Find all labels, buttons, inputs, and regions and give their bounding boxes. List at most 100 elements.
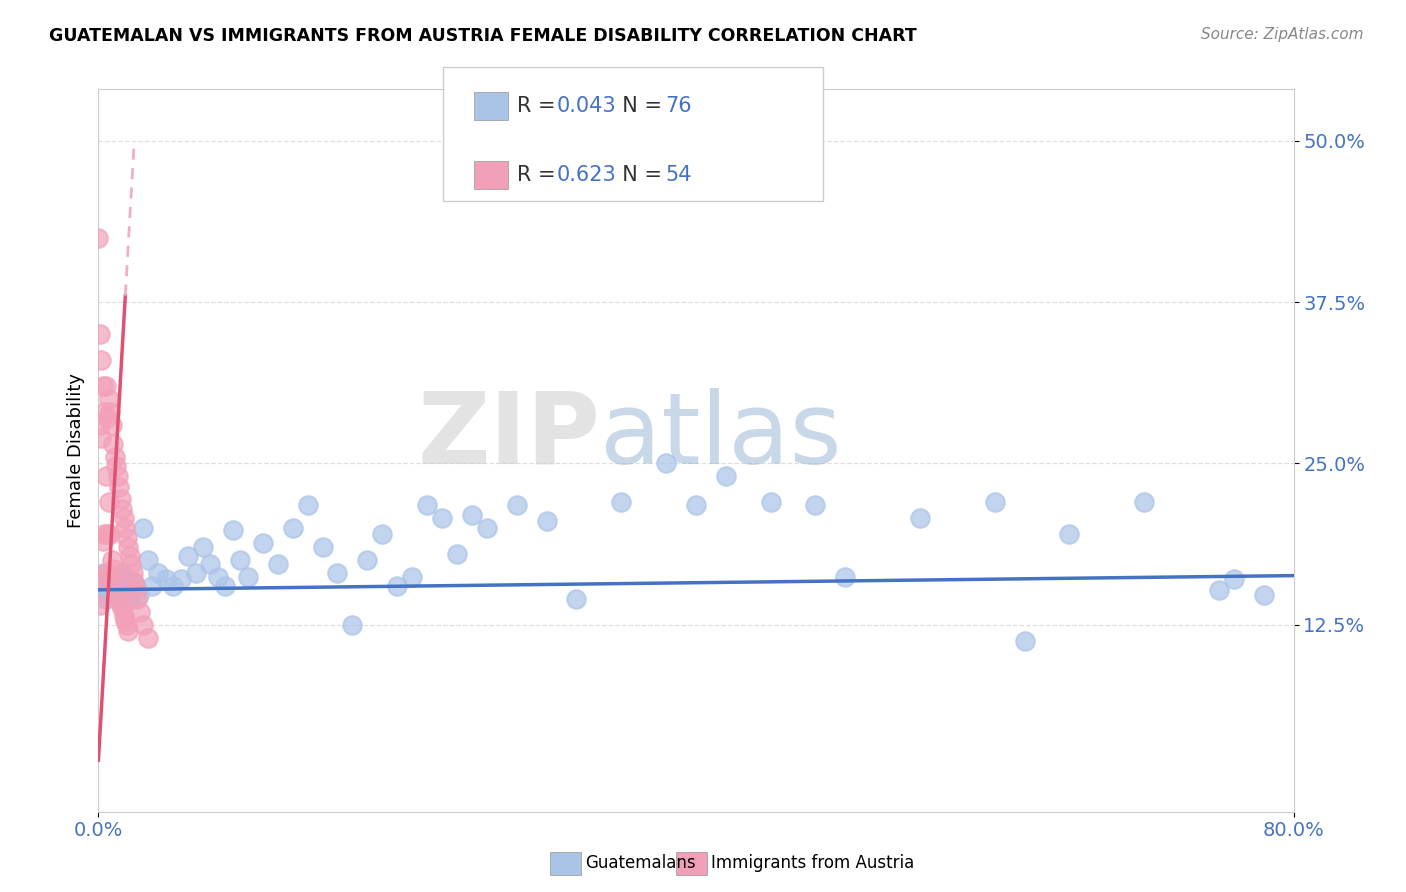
Point [101, 553, 124, 567]
Point [461, 508, 484, 522]
Point [94, 591, 117, 606]
Point [111, 600, 134, 615]
Text: Source: ZipAtlas.com: Source: ZipAtlas.com [1201, 27, 1364, 42]
Point [105, 575, 128, 590]
Point [89, 417, 111, 432]
Point [125, 582, 148, 597]
Text: atlas: atlas [600, 387, 842, 484]
Point [112, 608, 135, 623]
Point [506, 498, 529, 512]
Text: R =: R = [517, 96, 562, 116]
Point [121, 566, 143, 580]
Point [103, 437, 125, 451]
Point [141, 579, 163, 593]
Point [222, 524, 245, 538]
Point [91, 533, 114, 548]
Point [229, 553, 252, 567]
Point [834, 570, 856, 584]
Point [114, 614, 136, 628]
Point [114, 570, 136, 584]
Point [108, 480, 131, 494]
Point [385, 579, 409, 593]
Y-axis label: Female Disability: Female Disability [66, 373, 84, 528]
Point [108, 582, 131, 597]
Point [105, 458, 128, 473]
Point [297, 498, 319, 512]
Point [371, 527, 394, 541]
Point [326, 566, 349, 580]
Point [97, 573, 120, 587]
Point [430, 510, 453, 524]
Point [132, 521, 155, 535]
Point [148, 566, 170, 580]
Point [107, 469, 129, 483]
Point [655, 456, 678, 470]
Point [162, 579, 184, 593]
Point [610, 495, 633, 509]
Point [236, 570, 259, 584]
Point [117, 579, 139, 593]
Text: Guatemalans: Guatemalans [585, 855, 696, 872]
Point [565, 591, 588, 606]
Point [90, 585, 112, 599]
Point [121, 575, 143, 590]
Point [98, 527, 122, 541]
Point [356, 553, 378, 567]
Point [536, 515, 558, 529]
Point [87, 230, 110, 244]
Point [108, 591, 131, 606]
Point [97, 495, 120, 509]
Point [311, 540, 333, 554]
Point [94, 379, 117, 393]
Text: ZIP: ZIP [418, 387, 600, 484]
Point [120, 585, 142, 599]
Point [129, 605, 152, 619]
Text: 0.043: 0.043 [557, 96, 616, 116]
Point [804, 498, 827, 512]
Point [267, 557, 290, 571]
Point [714, 469, 737, 483]
Point [87, 579, 110, 593]
Point [184, 566, 207, 580]
Point [169, 573, 191, 587]
Point [114, 521, 136, 535]
Point [127, 591, 149, 606]
Point [214, 579, 236, 593]
Point [136, 631, 159, 645]
Point [94, 469, 117, 483]
Point [91, 379, 114, 393]
Point [177, 549, 200, 564]
Point [401, 570, 423, 584]
Point [111, 501, 134, 516]
Point [107, 588, 129, 602]
Point [90, 431, 112, 445]
Point [118, 549, 141, 564]
Point [281, 521, 304, 535]
Point [984, 495, 1007, 509]
Point [1208, 582, 1230, 597]
Point [90, 573, 112, 587]
Point [117, 624, 139, 639]
Point [104, 588, 127, 602]
Point [98, 405, 122, 419]
Point [103, 582, 125, 597]
Point [117, 540, 139, 554]
Point [207, 570, 229, 584]
Point [89, 599, 111, 613]
Point [1223, 573, 1246, 587]
Point [103, 562, 125, 576]
Text: 54: 54 [665, 165, 692, 185]
Text: N =: N = [609, 96, 668, 116]
Point [252, 536, 274, 550]
Point [124, 575, 146, 590]
Point [685, 498, 707, 512]
Point [89, 327, 111, 342]
Text: GUATEMALAN VS IMMIGRANTS FROM AUSTRIA FEMALE DISABILITY CORRELATION CHART: GUATEMALAN VS IMMIGRANTS FROM AUSTRIA FE… [49, 27, 917, 45]
Point [104, 450, 127, 464]
Point [101, 417, 124, 432]
Point [115, 588, 138, 602]
Point [111, 566, 134, 580]
Point [112, 510, 135, 524]
Point [101, 573, 124, 587]
Point [125, 579, 148, 593]
